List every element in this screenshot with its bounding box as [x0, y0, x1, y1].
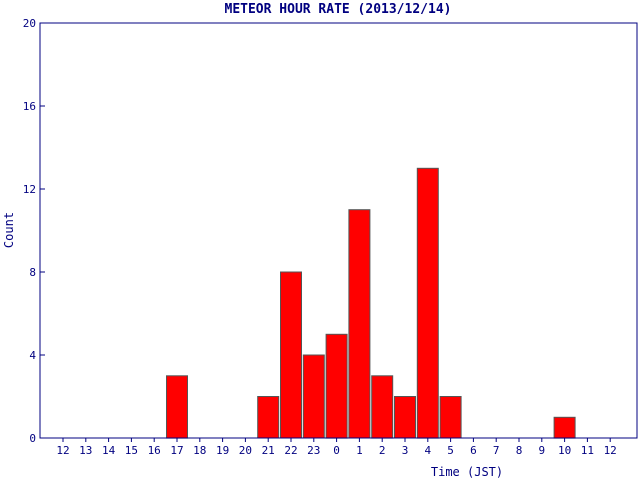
x-tick-label: 7 [493, 444, 500, 457]
bar-11 [302, 354, 325, 439]
x-tick-label: 21 [262, 444, 275, 457]
bar-5 [166, 375, 188, 439]
bar-22 [553, 416, 576, 439]
x-tick-label: 0 [333, 444, 340, 457]
x-tick-label: 15 [125, 444, 138, 457]
bar-14 [371, 375, 394, 439]
x-tick-label: 19 [216, 444, 229, 457]
x-tick-label: 18 [193, 444, 206, 457]
bars-group [166, 167, 576, 439]
x-tick-label: 10 [558, 444, 571, 457]
y-tick-label: 20 [23, 17, 36, 30]
bar-10 [280, 271, 302, 439]
x-tick-label: 9 [538, 444, 545, 457]
y-tick-label: 8 [29, 266, 36, 279]
y-axis-label: Count [2, 212, 16, 248]
x-tick-label: 23 [307, 444, 320, 457]
bar-9 [257, 396, 280, 439]
x-tick-label: 20 [239, 444, 252, 457]
x-tick-label: 4 [424, 444, 431, 457]
x-tick-label: 12 [56, 444, 69, 457]
x-axis-label: Time (JST) [431, 465, 503, 479]
y-tick-label: 4 [29, 349, 36, 362]
x-tick-label: 22 [284, 444, 297, 457]
y-axis: 0 4 8 12 16 20 [23, 17, 45, 445]
x-axis: 12 13 14 15 16 17 18 19 20 21 22 23 0 1 2 3 4 5 6 7 8 9 10 11 12 [56, 438, 617, 457]
bar-12 [325, 333, 348, 439]
plot-frame [39, 22, 638, 439]
y-tick-label: 12 [23, 183, 36, 196]
bar-15 [394, 396, 416, 439]
x-tick-label: 14 [102, 444, 116, 457]
y-tick-label: 16 [23, 100, 36, 113]
x-tick-label: 2 [379, 444, 386, 457]
bar-17 [439, 396, 462, 439]
x-tick-label: 13 [79, 444, 92, 457]
x-tick-label: 11 [581, 444, 594, 457]
bar-13 [348, 209, 371, 439]
x-tick-label: 1 [356, 444, 363, 457]
x-tick-label: 17 [170, 444, 183, 457]
x-tick-label: 8 [516, 444, 523, 457]
x-tick-label: 12 [604, 444, 617, 457]
y-tick-label: 0 [29, 432, 36, 445]
x-tick-label: 16 [148, 444, 161, 457]
x-tick-label: 6 [470, 444, 477, 457]
chart-title: METEOR HOUR RATE (2013/12/14) [225, 2, 452, 17]
x-tick-label: 3 [402, 444, 409, 457]
x-tick-label: 5 [447, 444, 454, 457]
bar-16 [416, 167, 439, 439]
